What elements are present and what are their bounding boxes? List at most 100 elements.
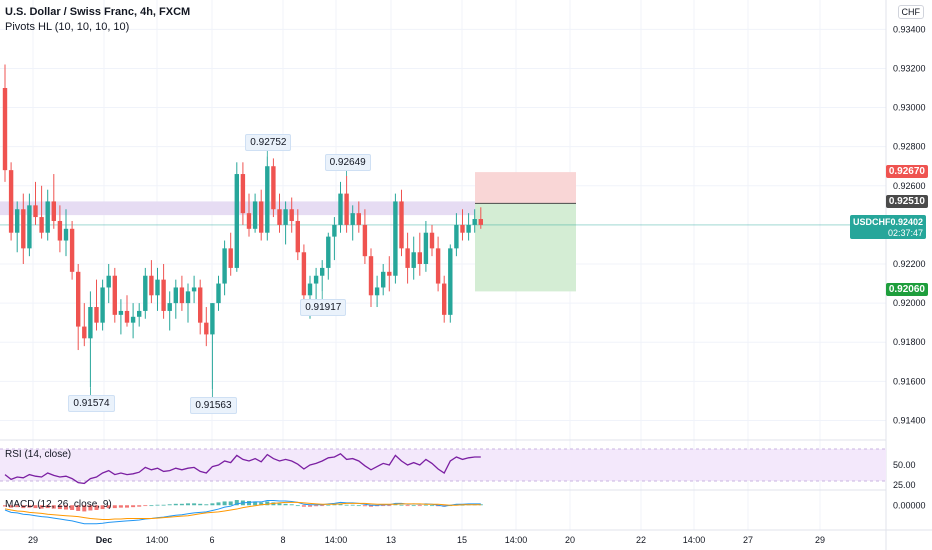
macd-histogram-bar <box>51 505 56 509</box>
candle-body <box>76 271 81 327</box>
stop-loss-zone <box>475 172 576 204</box>
macd-histogram-bar <box>417 505 422 507</box>
candle-body <box>21 209 26 249</box>
macd-histogram-bar <box>265 501 270 506</box>
price-tick-label: 0.91800 <box>893 337 926 347</box>
macd-histogram-bar <box>179 503 184 506</box>
macd-label[interactable]: MACD (12, 26, close, 9) <box>5 499 112 510</box>
candle-body <box>88 307 93 339</box>
candle-body <box>240 174 246 214</box>
candle-body <box>33 205 38 218</box>
price-axis: 0.93400 0.93200 0.93000 0.92800 0.92600 0.922… <box>893 24 926 425</box>
candle-body <box>228 248 233 268</box>
rsi-tick-label: 50.00 <box>893 460 916 470</box>
target-price-tag: 0.92060 <box>885 283 928 296</box>
macd-histogram-bar <box>234 500 239 506</box>
time-tick-label: 8 <box>280 535 285 545</box>
macd-histogram-bar <box>430 505 434 507</box>
rsi-label[interactable]: RSI (14, close) <box>5 449 72 460</box>
candle-body <box>332 224 337 237</box>
macd-histogram-bar <box>88 505 93 511</box>
candle-body <box>124 310 130 323</box>
candle-body <box>460 224 465 233</box>
candle-body <box>234 174 239 268</box>
rsi-pane: 50.00 25.00 <box>0 448 916 490</box>
pivot-low-label: 0.91574 <box>68 395 115 413</box>
macd-histogram-bar <box>45 505 50 509</box>
macd-histogram-bar <box>204 504 209 506</box>
macd-histogram-bar <box>259 502 264 506</box>
candle-body <box>454 224 459 249</box>
macd-histogram-bar <box>161 504 166 506</box>
candle-body <box>246 213 252 229</box>
candle-body <box>271 166 276 210</box>
candle-body <box>478 219 483 225</box>
candle-body <box>222 248 227 284</box>
macd-histogram-bar <box>198 503 203 506</box>
macd-histogram-bar <box>173 503 178 506</box>
macd-histogram-bar <box>39 505 44 509</box>
macd-histogram-bar <box>106 505 111 509</box>
candle-body <box>405 248 410 268</box>
time-tick-label: 29 <box>815 535 825 545</box>
candle-body <box>173 287 178 304</box>
macd-histogram-bar <box>186 503 190 506</box>
candle-body <box>137 310 142 317</box>
candle-body <box>51 201 56 221</box>
candle-body <box>326 236 331 268</box>
price-tick-label: 0.92200 <box>893 259 926 269</box>
price-tick-label: 0.93400 <box>893 24 926 34</box>
macd-histogram-bar <box>76 505 81 511</box>
price-tick-label: 0.93200 <box>893 63 926 73</box>
macd-histogram-bar <box>112 505 117 509</box>
candle-body <box>149 275 154 296</box>
rsi-line <box>4 453 481 485</box>
price-tick-label: 0.92600 <box>893 181 926 191</box>
candle-body <box>161 279 166 311</box>
position-zones <box>0 172 886 292</box>
macd-histogram-bar <box>308 505 312 507</box>
time-tick-label: 15 <box>457 535 467 545</box>
candle-body <box>185 291 191 304</box>
candle-body <box>295 220 300 253</box>
macd-pane: 0.00000 <box>3 500 926 525</box>
price-tick-label: 0.91600 <box>893 376 926 386</box>
macd-histogram-bar <box>387 505 392 507</box>
macd-histogram-bar <box>326 504 331 506</box>
candle-body <box>57 220 63 241</box>
time-tick-label: 13 <box>386 535 396 545</box>
last-price-value: 0.92402 <box>890 217 923 227</box>
pivots-indicator-label[interactable]: Pivots HL (10, 10, 10, 10) <box>5 21 130 33</box>
candle-body <box>368 256 374 296</box>
candle-body <box>289 209 294 221</box>
candlesticks <box>2 64 483 398</box>
candle-body <box>63 228 69 241</box>
symbol-label: USDCHF <box>853 217 891 227</box>
macd-histogram-bar <box>411 505 416 507</box>
macd-histogram-bar <box>57 505 62 510</box>
macd-histogram-bar <box>314 505 319 507</box>
candle-body <box>338 193 343 225</box>
candle-body <box>15 209 20 233</box>
stop-price-tag: 0.92670 <box>885 165 928 178</box>
candle-body <box>106 275 111 288</box>
candle-body <box>387 271 392 276</box>
candle-body <box>307 283 313 296</box>
macd-histogram-bar <box>247 500 251 506</box>
pivot-low-label: 0.91563 <box>190 397 237 415</box>
candle-body <box>411 252 416 268</box>
macd-tick-label: 0.00000 <box>893 500 926 510</box>
time-tick-label: 20 <box>565 535 575 545</box>
time-tick-label: 29 <box>28 535 38 545</box>
chart-title: U.S. Dollar / Swiss Franc, 4h, FXCM <box>5 6 191 18</box>
macd-histogram-bar <box>143 505 148 507</box>
macd-histogram-bar <box>283 503 288 506</box>
candle-body <box>472 219 477 225</box>
candle-body <box>204 322 209 335</box>
macd-histogram-bar <box>277 503 282 506</box>
macd-histogram-bar <box>338 503 343 506</box>
candle-body <box>143 275 148 311</box>
currency-button[interactable]: CHF <box>897 5 924 19</box>
